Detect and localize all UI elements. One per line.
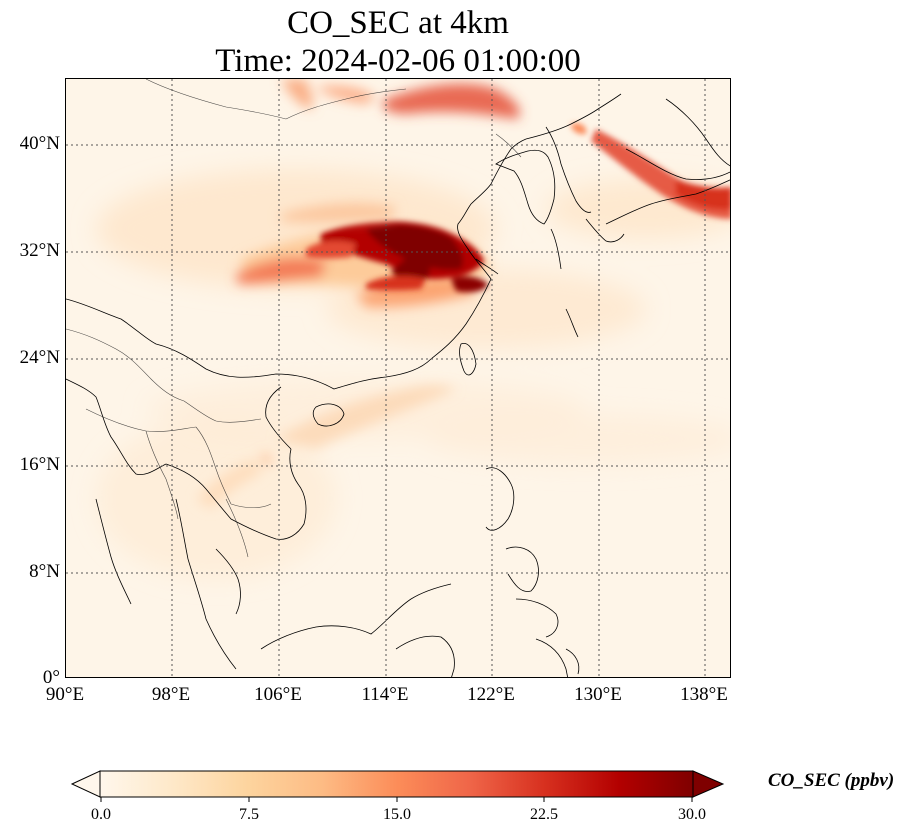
chart-title: CO_SEC at 4km Time: 2024-02-06 01:00:00 <box>65 4 731 80</box>
colorbar-tick-label: 7.5 <box>239 806 259 823</box>
map-canvas <box>66 79 730 677</box>
lon-label: 98°E <box>151 684 191 705</box>
title-line-2: Time: 2024-02-06 01:00:00 <box>215 43 581 79</box>
co-plume-north <box>281 79 520 223</box>
lon-label: 130°E <box>574 684 622 705</box>
lon-label: 122°E <box>467 684 515 705</box>
colorbar-gradient <box>100 771 693 797</box>
lat-label: 16°N <box>19 454 60 475</box>
lat-label: 24°N <box>19 347 60 368</box>
title-line-1: CO_SEC at 4km <box>287 5 509 41</box>
colorbar-tick-label: 22.5 <box>530 806 558 823</box>
colorbar-max-extend <box>692 770 725 798</box>
colorbar-label: CO_SEC (ppbv) <box>768 770 895 791</box>
colorbar-ticks <box>100 797 693 802</box>
lat-label: 0° <box>42 667 60 688</box>
colorbar-outline <box>99 770 694 798</box>
map-plot-area[interactable] <box>65 78 731 678</box>
gridlines <box>66 79 730 677</box>
lon-label: 114°E <box>361 684 409 705</box>
lat-label: 40°N <box>19 133 60 154</box>
colorbar-tick-label: 0.0 <box>91 806 111 823</box>
lon-label: 106°E <box>254 684 302 705</box>
coastlines <box>66 93 730 677</box>
lon-label: 90°E <box>45 684 85 705</box>
co-plume-core <box>306 221 488 293</box>
co-plume-japan <box>571 123 730 219</box>
colorbar-tick-label: 30.0 <box>678 806 706 823</box>
colorbar-min-extend <box>70 770 101 798</box>
lon-label: 138°E <box>680 684 728 705</box>
lat-label: 8°N <box>29 561 60 582</box>
colorbar-tick-label: 15.0 <box>383 806 411 823</box>
country-borders <box>66 79 522 558</box>
lat-label: 32°N <box>19 240 60 261</box>
